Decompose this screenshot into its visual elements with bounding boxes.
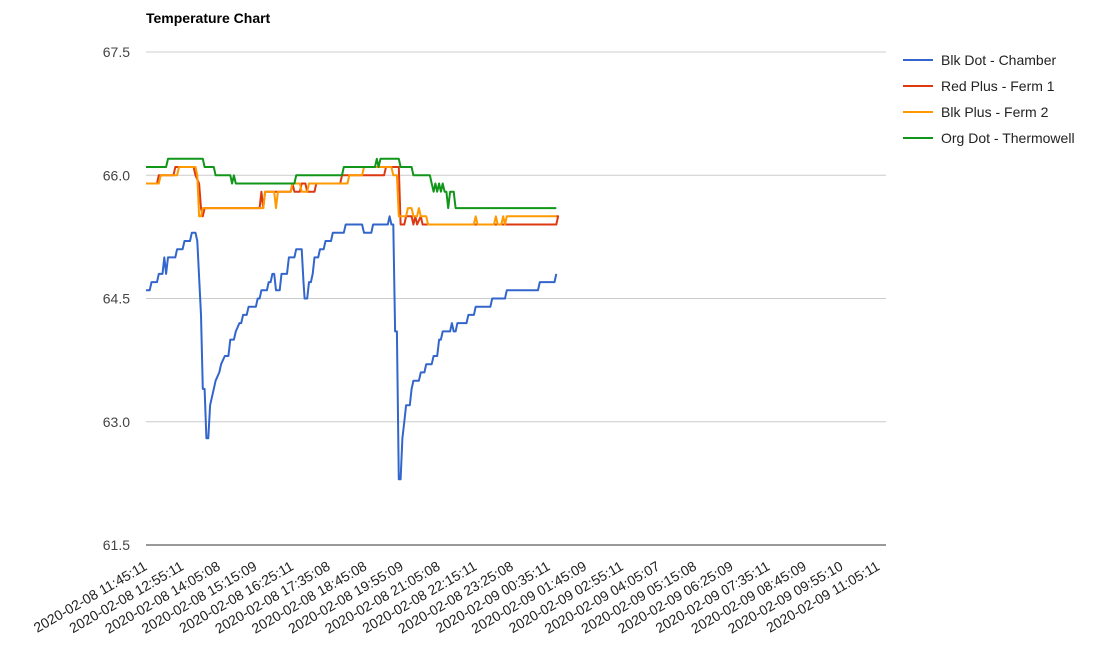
y-tick-label: 63.0 bbox=[103, 414, 130, 430]
series-lines bbox=[146, 157, 560, 481]
y-tick-label: 67.5 bbox=[103, 44, 130, 60]
chart-title: Temperature Chart bbox=[146, 10, 271, 26]
legend-label: Blk Plus - Ferm 2 bbox=[941, 104, 1049, 120]
series-line bbox=[146, 157, 557, 210]
y-axis-ticks: 67.5 66.0 64.5 63.0 61.5 bbox=[103, 44, 130, 553]
legend: Blk Dot - Chamber Red Plus - Ferm 1 Blk Pl… bbox=[903, 52, 1075, 146]
y-tick-label: 61.5 bbox=[103, 537, 130, 553]
series-line bbox=[146, 215, 558, 481]
legend-label: Red Plus - Ferm 1 bbox=[941, 78, 1055, 94]
y-tick-label: 64.5 bbox=[103, 291, 130, 307]
y-tick-label: 66.0 bbox=[103, 167, 130, 183]
legend-label: Blk Dot - Chamber bbox=[941, 52, 1056, 68]
gridlines bbox=[146, 51, 886, 546]
legend-label: Org Dot - Thermowell bbox=[941, 130, 1075, 146]
